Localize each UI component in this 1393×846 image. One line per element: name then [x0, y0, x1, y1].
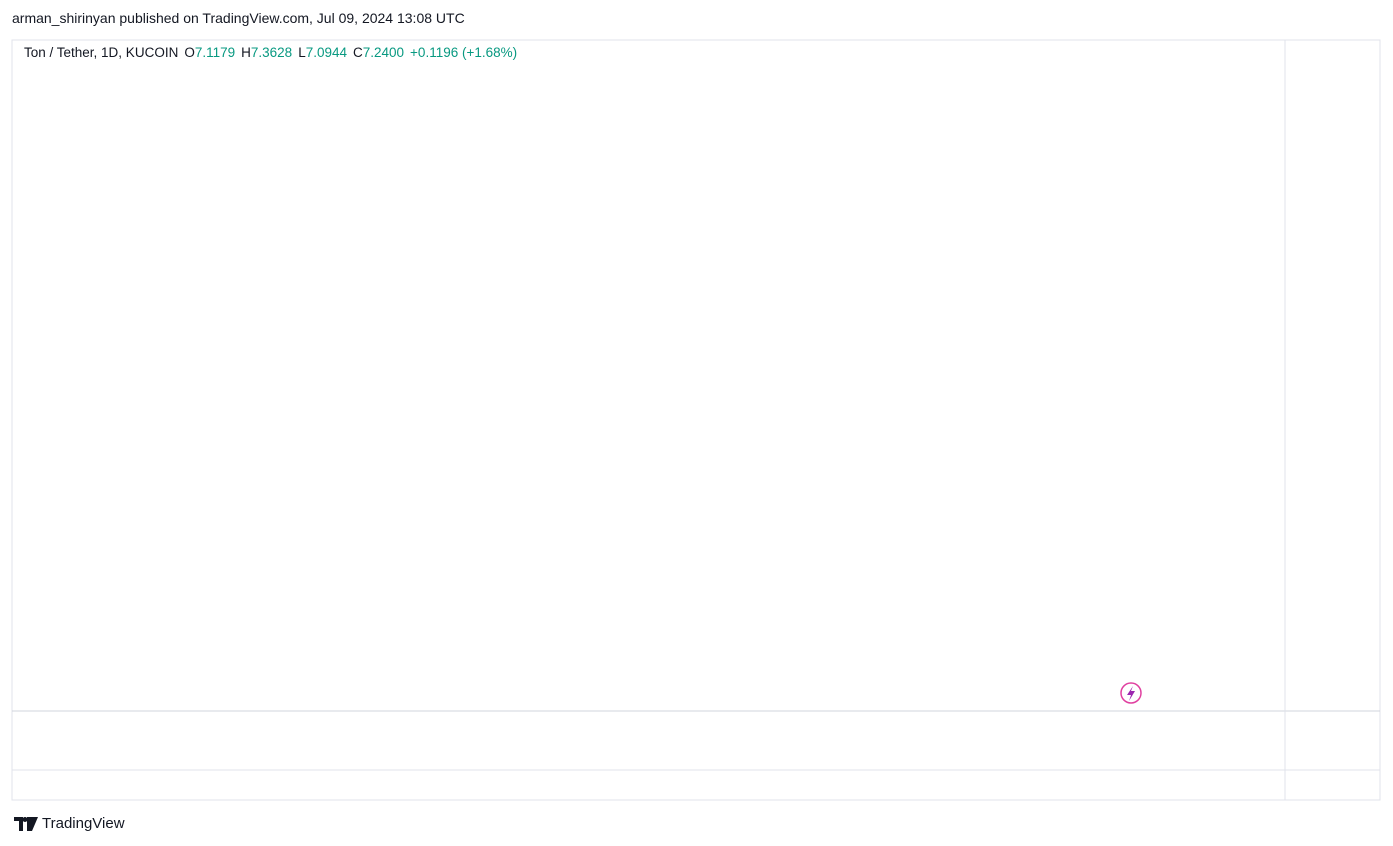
logo: TradingView	[14, 815, 125, 832]
ohlc-letter: L	[298, 45, 306, 60]
logo-text: TradingView	[42, 815, 125, 832]
frame	[11, 39, 1381, 801]
ohlc-value: 7.0944	[305, 45, 347, 60]
ohlc-value: 7.3628	[250, 45, 293, 60]
logo-mark	[14, 816, 38, 831]
symbol-title: Ton / Tether, 1D, KUCOIN	[24, 45, 179, 60]
ohlc-letter: C	[353, 45, 363, 60]
alert-icon[interactable]	[1120, 682, 1142, 704]
publish-header: arman_shirinyan published on TradingView…	[12, 10, 465, 26]
legend: Ton / Tether, 1D, KUCOIN O 7.1179 H 7.3628…	[24, 45, 517, 60]
ohlc-value: 7.1179	[194, 45, 236, 60]
ohlc-letter: O	[184, 45, 195, 60]
change: +0.1196 (+1.68%)	[410, 45, 518, 60]
ohlc-value: 7.2400	[362, 45, 405, 60]
ohlc-letter: H	[241, 45, 251, 60]
